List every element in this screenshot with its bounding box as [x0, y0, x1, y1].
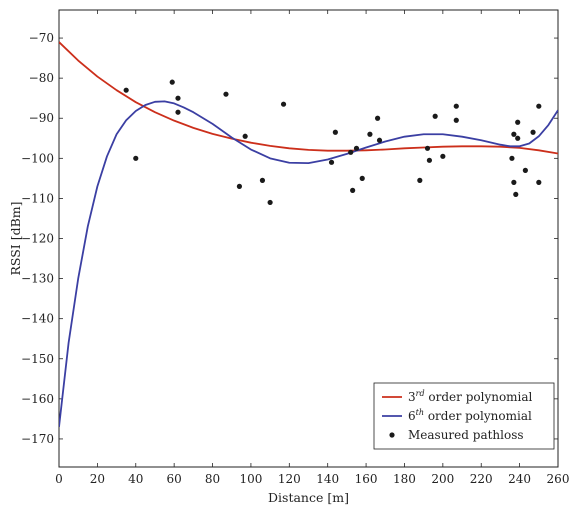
measured-point [267, 199, 273, 206]
y-tick-label: −150 [21, 352, 54, 366]
measured-point [432, 113, 438, 119]
y-axis-label: RSSI [dBm] [8, 201, 23, 275]
x-tick-label: 20 [90, 472, 105, 486]
legend-point-swatch [389, 432, 395, 438]
measured-point [511, 131, 517, 137]
measured-point [515, 119, 521, 125]
series-line [59, 100, 558, 428]
x-tick-label: 180 [393, 472, 416, 486]
measured-point [133, 155, 139, 161]
legend-label-base: 3 [408, 390, 416, 404]
y-tick-label: −100 [21, 151, 54, 165]
measured-point [280, 101, 287, 107]
measured-point [374, 115, 381, 121]
y-tick-label: −80 [29, 71, 54, 85]
measured-point [536, 179, 542, 185]
x-tick-label: 200 [431, 472, 454, 486]
legend-label-superscript: th [416, 408, 424, 417]
measured-point [513, 191, 519, 198]
measured-point [223, 91, 229, 97]
y-tick-label: −90 [29, 111, 54, 125]
x-tick-label: 160 [355, 472, 378, 486]
measured-point [359, 175, 365, 181]
x-tick-label: 100 [239, 472, 262, 486]
x-tick-label: 140 [316, 472, 339, 486]
measured-point [522, 167, 528, 173]
y-tick-label: −70 [29, 31, 54, 45]
legend-label-base: 6 [408, 409, 416, 423]
axes: 0 20 40 60 80 100 120 140 160 180 200 220 240 260 −70 −… [21, 9, 569, 486]
measured-point [242, 133, 248, 139]
legend-label-superscript: rd [416, 389, 425, 398]
measured-point [175, 109, 181, 115]
measured-point [367, 131, 373, 137]
measured-point [515, 135, 521, 141]
legend-label: 6th order polynomial [408, 408, 532, 423]
measured-point [417, 177, 423, 183]
x-tick-label: 60 [167, 472, 182, 486]
y-tick-label: −130 [21, 272, 54, 286]
x-tick-label: 80 [205, 472, 220, 486]
x-tick-label: 120 [278, 472, 301, 486]
measured-point [353, 145, 360, 151]
measured-point [348, 149, 354, 155]
measured-point [424, 145, 431, 151]
measured-point [175, 95, 181, 101]
x-tick-label: 40 [128, 472, 143, 486]
measured-point [453, 117, 459, 123]
y-tick-label: −160 [21, 392, 54, 406]
measured-point [509, 155, 515, 161]
measured-point [236, 183, 243, 189]
legend-label: 3rd order polynomial [408, 389, 533, 404]
x-tick-label: 0 [55, 472, 63, 486]
legend-label-rest: order polynomial [425, 390, 533, 404]
measured-point [440, 153, 446, 159]
legend-label: Measured pathloss [408, 428, 524, 442]
y-tick-label: −170 [21, 432, 54, 446]
series-line [59, 41, 558, 155]
measured-point [453, 103, 459, 109]
x-tick-label: 220 [470, 472, 493, 486]
measured-point [536, 103, 542, 109]
measured-point [259, 177, 266, 183]
y-tick-label: −140 [21, 312, 54, 326]
plot-area [59, 41, 558, 428]
y-tick-label: −110 [21, 191, 54, 205]
legend-box [373, 382, 555, 450]
measured-point [123, 87, 129, 93]
measured-point [511, 179, 517, 185]
measured-point [332, 129, 338, 135]
x-tick-label: 260 [547, 472, 569, 486]
measured-point [169, 79, 175, 85]
measured-point [376, 137, 383, 143]
measured-point [328, 159, 335, 165]
legend-label-rest: order polynomial [424, 409, 532, 423]
measured-point [530, 129, 536, 135]
x-axis-label: Distance [m] [268, 490, 349, 505]
measured-point [350, 187, 356, 193]
y-tick-label: −120 [21, 232, 54, 246]
measured-point [426, 157, 433, 163]
x-tick-label: 240 [508, 472, 531, 486]
